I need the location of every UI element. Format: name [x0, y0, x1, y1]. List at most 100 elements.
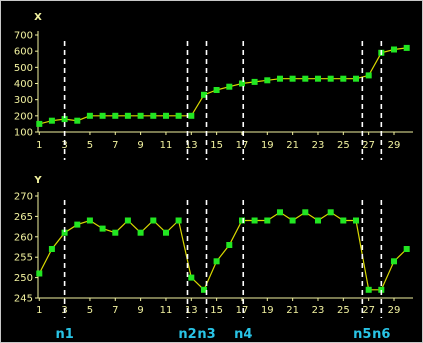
data-point	[213, 258, 220, 265]
data-point	[61, 229, 68, 236]
data-point	[48, 246, 55, 252]
data-point	[112, 229, 119, 236]
y-tick-label: 265	[14, 212, 33, 223]
x-tick-label: 15	[210, 305, 223, 316]
x-tick-label: 13	[185, 140, 198, 151]
x-tick-label: 1	[36, 140, 42, 151]
data-point	[137, 229, 144, 236]
y-tick-label: 100	[14, 128, 33, 139]
data-point	[36, 120, 43, 127]
data-point	[315, 217, 321, 224]
y-axis-label-1: X	[34, 12, 42, 23]
data-point	[315, 75, 321, 82]
x-tick-label: 7	[112, 305, 118, 316]
x-tick-label: 23	[312, 140, 325, 151]
data-point	[163, 229, 169, 236]
x-tick-label: 21	[286, 305, 299, 316]
data-point	[112, 112, 119, 119]
x-tick-label: 19	[261, 305, 274, 316]
x-tick-label: 29	[388, 140, 401, 151]
x-tick-label: 1	[36, 305, 42, 316]
data-point	[175, 217, 182, 224]
data-point	[302, 209, 309, 216]
marker-label-n4: n4	[234, 327, 252, 342]
data-point	[239, 80, 245, 87]
data-point	[239, 217, 245, 224]
x-tick-label: 5	[87, 140, 93, 151]
x-tick-label: 29	[388, 305, 401, 316]
data-point	[327, 75, 334, 82]
data-point	[188, 112, 195, 119]
data-point	[340, 75, 347, 82]
x-tick-label: 25	[337, 140, 350, 151]
data-point	[353, 217, 359, 224]
data-point	[391, 258, 397, 265]
data-point	[277, 209, 283, 216]
data-point	[175, 112, 182, 119]
x-tick-label: 19	[261, 140, 274, 151]
y-tick-label: 400	[14, 79, 33, 90]
x-tick-label: 17	[236, 305, 249, 316]
y-tick-label: 700	[14, 31, 33, 42]
y-tick-label: 260	[14, 232, 33, 243]
x-tick-label: 27	[362, 140, 375, 151]
x-tick-label: 9	[137, 140, 143, 151]
x-tick-label: 15	[210, 140, 223, 151]
data-point	[264, 217, 271, 224]
data-point	[137, 112, 144, 119]
x-tick-label: 7	[112, 140, 118, 151]
data-point	[86, 112, 93, 119]
y-tick-label: 600	[14, 47, 33, 58]
marker-label-n1: n1	[55, 327, 73, 342]
marker-label-n2: n2	[178, 327, 196, 342]
x-tick-label: 5	[87, 305, 93, 316]
data-point	[277, 75, 283, 82]
y-tick-label: 250	[14, 273, 33, 284]
data-point	[99, 225, 106, 232]
data-point	[365, 286, 372, 293]
y-tick-label: 255	[14, 253, 33, 264]
x-tick-label: 23	[312, 305, 325, 316]
data-point	[201, 91, 207, 98]
data-point	[74, 221, 81, 228]
series-line-2	[38, 211, 408, 291]
data-point	[74, 117, 81, 124]
data-point	[226, 83, 233, 90]
data-point	[48, 117, 55, 124]
y-tick-label: 200	[14, 111, 33, 122]
data-point	[378, 286, 385, 293]
y-tick-label: 245	[14, 294, 33, 305]
data-point	[124, 217, 131, 224]
y-tick-label: 300	[14, 95, 33, 106]
marker-label-n6: n6	[372, 327, 390, 342]
data-point	[251, 78, 258, 85]
data-point	[289, 75, 296, 82]
data-point	[163, 112, 169, 119]
marker-label-n5: n5	[353, 327, 371, 342]
data-point	[403, 44, 410, 51]
data-point	[86, 217, 93, 224]
data-point	[340, 217, 347, 224]
data-point	[99, 112, 106, 119]
data-point	[226, 242, 233, 248]
x-tick-label: 21	[286, 140, 299, 151]
marker-label-n3: n3	[197, 327, 215, 342]
series-line-1	[39, 47, 407, 125]
data-point	[124, 112, 131, 119]
data-point	[403, 246, 410, 252]
data-point	[150, 112, 157, 119]
data-point	[188, 274, 195, 281]
x-tick-label: 11	[160, 305, 173, 316]
data-point	[391, 46, 397, 53]
x-tick-label: 25	[337, 305, 350, 316]
data-point	[302, 75, 309, 82]
data-point	[289, 217, 296, 224]
x-tick-label: 3	[61, 140, 67, 151]
x-tick-label: 17	[236, 140, 249, 151]
y-tick-label: 500	[14, 63, 33, 74]
data-point	[213, 87, 220, 93]
x-tick-label: 9	[137, 305, 143, 316]
data-point	[61, 116, 68, 123]
